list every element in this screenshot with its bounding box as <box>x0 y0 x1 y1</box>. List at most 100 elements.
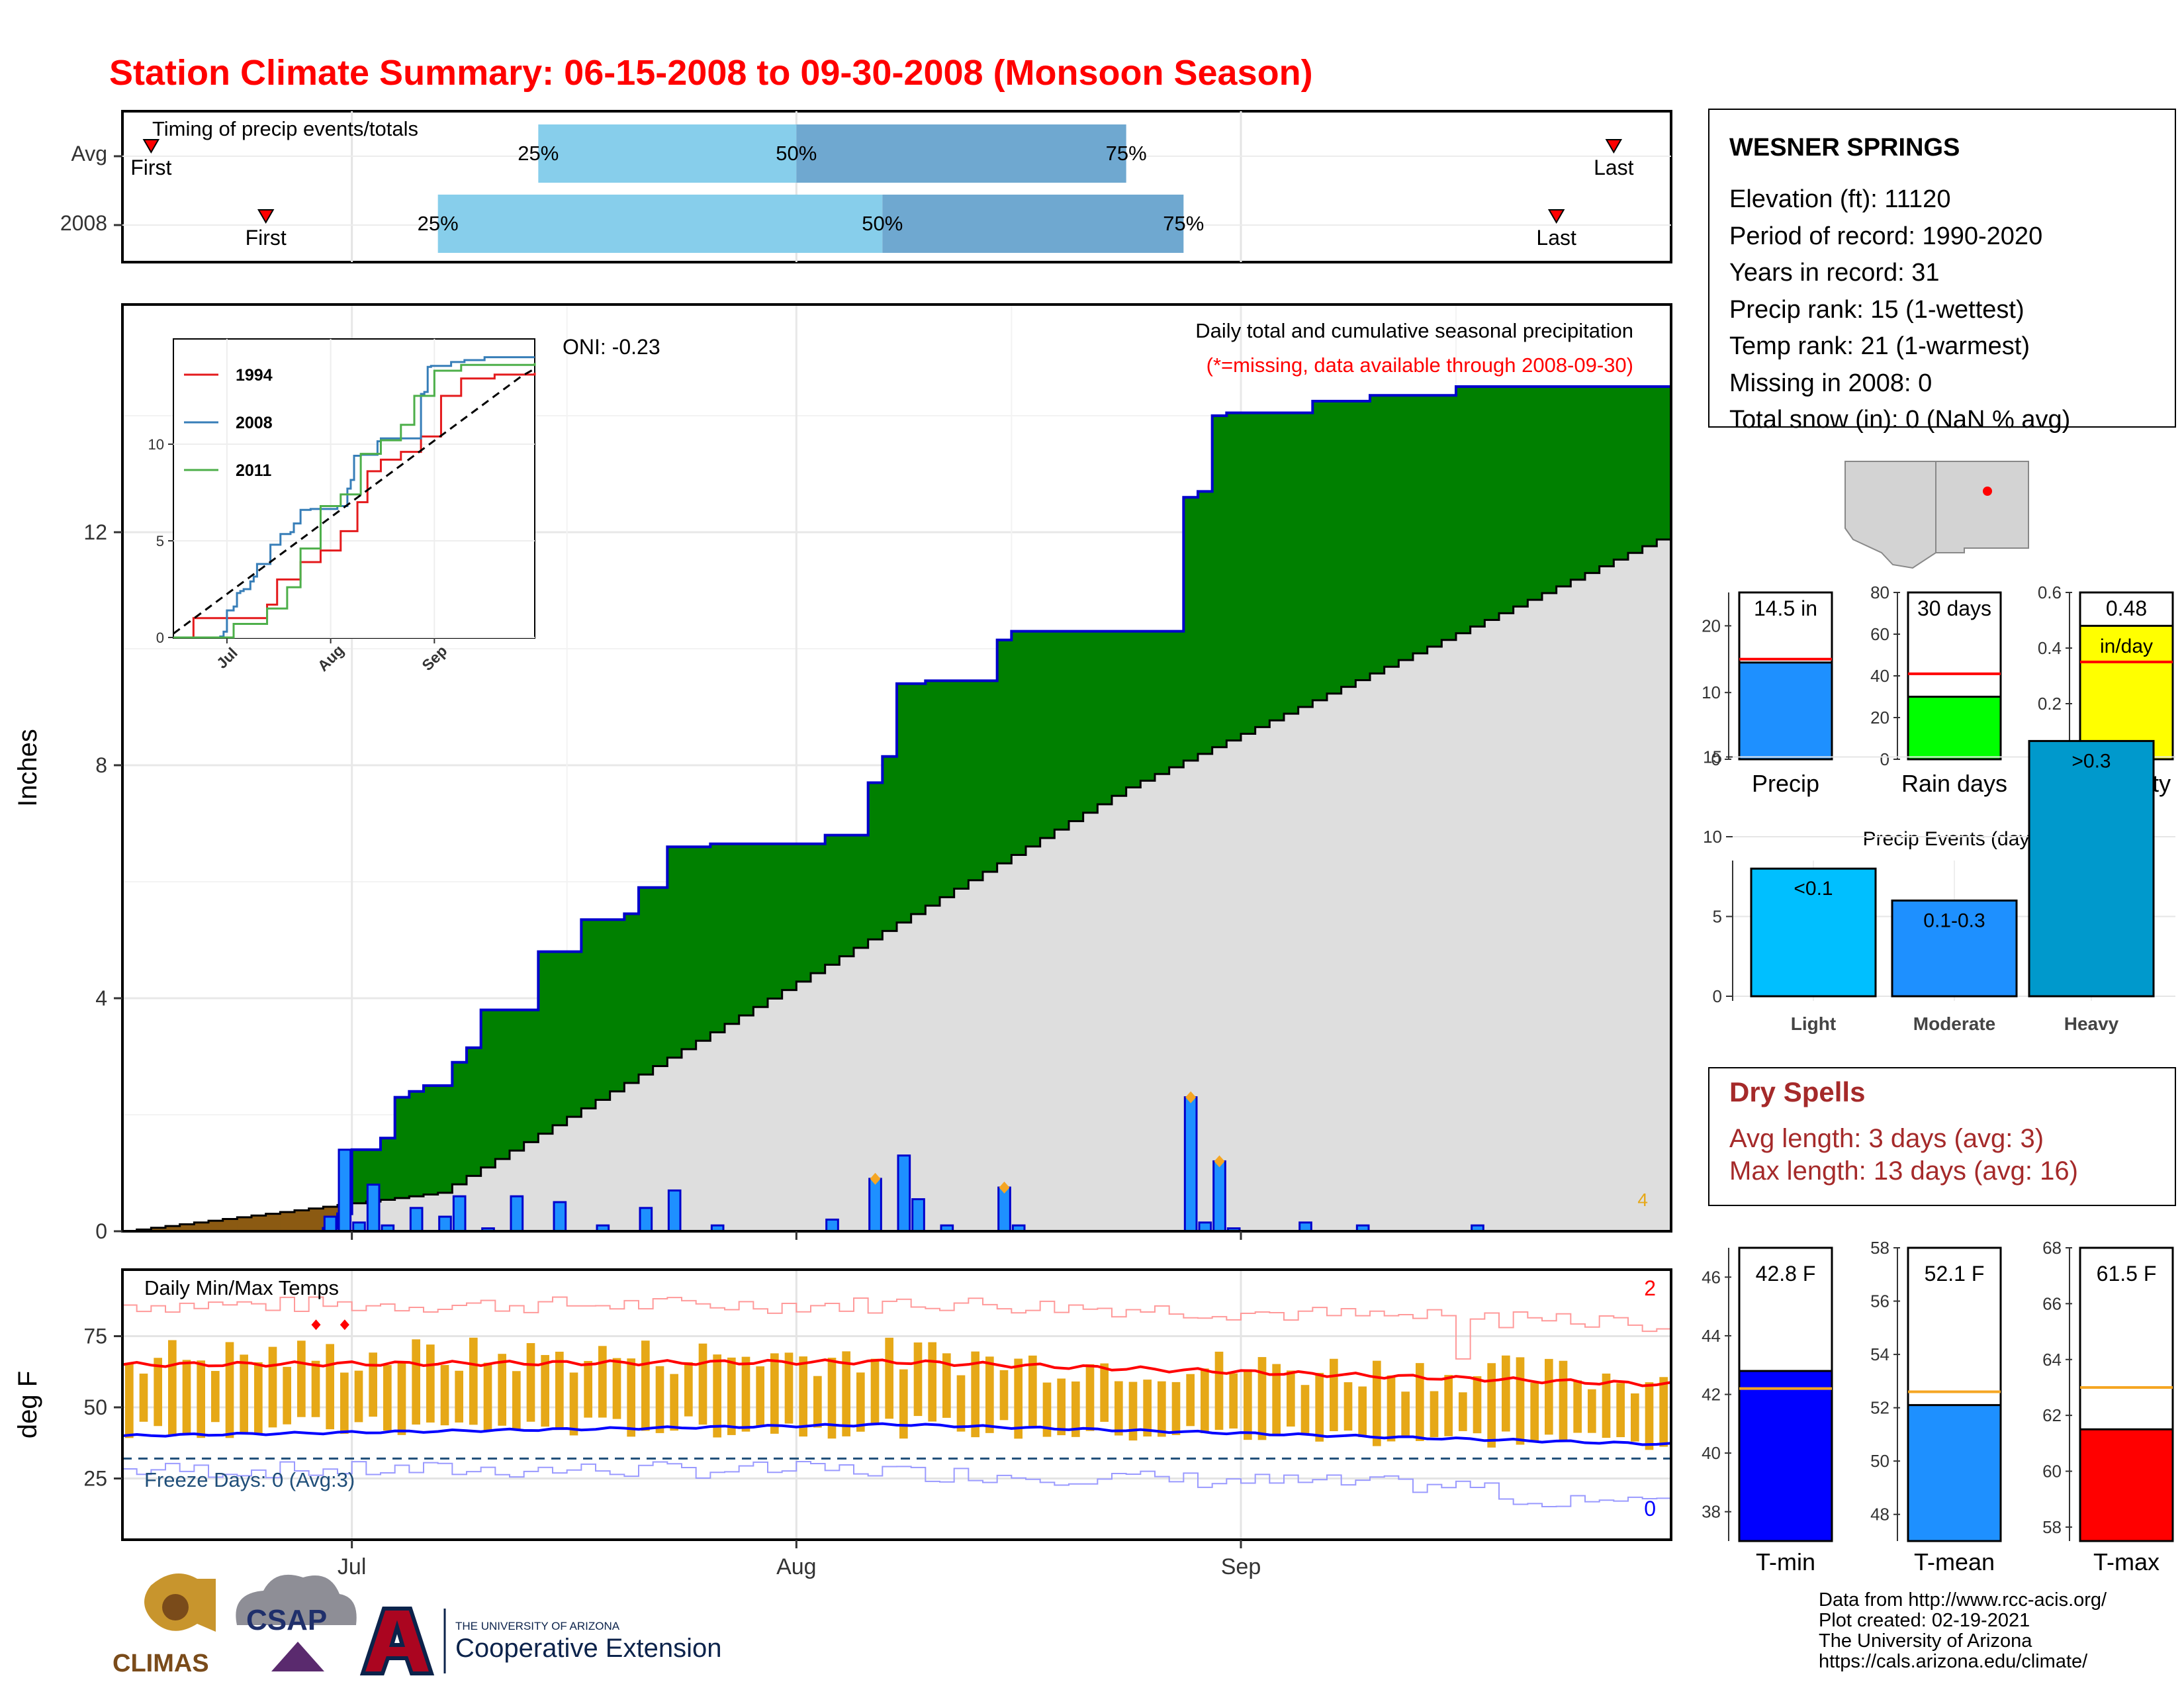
below-avg-segment <box>237 1217 252 1231</box>
summary-y-tick-label: 0.4 <box>2038 638 2062 658</box>
daily-temp-range-bar <box>1115 1381 1123 1436</box>
pct-label-75: 75% <box>1163 212 1204 235</box>
timing-row-label-avg: Avg <box>71 142 107 165</box>
avg-cumulative-area <box>122 532 1671 1231</box>
summary-y-tick-label: 56 <box>1870 1291 1889 1311</box>
daily-temp-range-bar <box>483 1362 492 1431</box>
daily-temp-range-bar <box>784 1352 794 1424</box>
climas-logo-text: CLIMAS <box>113 1650 209 1677</box>
summary-value-label: 30 days <box>1917 596 1991 620</box>
footer-line-4: https://cals.arizona.edu/climate/ <box>1819 1651 2088 1672</box>
precip-corner-value: 4 <box>1637 1190 1648 1210</box>
station-info-box: WESNER SPRINGS Elevation (ft): 11120 Per… <box>1708 109 2176 434</box>
above-avg-segment <box>1269 412 1285 721</box>
temp-y-tick-label: 25 <box>83 1467 107 1491</box>
daily-temp-range-bar <box>326 1344 334 1430</box>
above-avg-segment <box>839 835 854 957</box>
precip-label-line2: (*=missing, data available through 2008-… <box>1206 353 1633 377</box>
station-name: WESNER SPRINGS <box>1729 134 1960 162</box>
summary-value-unit: in/day <box>2100 635 2153 657</box>
dry-spells-frame <box>1708 1067 2176 1206</box>
above-avg-segment <box>394 1097 410 1198</box>
climas-emblem-center <box>162 1594 189 1620</box>
above-avg-segment <box>1456 387 1471 633</box>
min-record-count: 0 <box>1644 1497 1656 1521</box>
above-avg-segment <box>610 919 625 1092</box>
summary-value-bar <box>1738 661 1833 761</box>
above-avg-segment <box>1484 387 1500 620</box>
above-avg-segment <box>1112 631 1127 796</box>
daily-temp-range-bar <box>1257 1357 1267 1440</box>
daily-temp-range-bar <box>240 1354 248 1432</box>
daily-precip-bar <box>1212 1160 1226 1233</box>
daily-temp-range-bar <box>1616 1383 1625 1438</box>
first-event-label: First <box>246 226 287 250</box>
daily-temp-range-bar <box>526 1342 535 1422</box>
temp-y-tick-label: 75 <box>83 1325 107 1348</box>
summary-y-tick-label: 68 <box>2042 1238 2062 1258</box>
daily-precip-bar <box>323 1215 338 1233</box>
above-avg-segment <box>925 680 940 906</box>
daily-temp-range-bar <box>842 1351 850 1436</box>
above-avg-segment <box>667 847 682 1058</box>
daily-precip-bar <box>438 1215 452 1233</box>
daily-temp-range-bar <box>498 1354 506 1426</box>
below-avg-segment <box>308 1208 324 1231</box>
timing-row-label-2008: 2008 <box>60 211 107 235</box>
normal-max-line <box>122 1358 1672 1387</box>
inset-series-2011 <box>173 363 536 639</box>
summary-y-tick-label: 0.6 <box>2038 583 2062 602</box>
daily-precip-bar <box>825 1218 839 1233</box>
above-avg-segment <box>811 843 826 974</box>
above-avg-segment <box>653 887 668 1066</box>
summary-category-label: T-max <box>2093 1548 2160 1575</box>
daily-temp-range-bar <box>182 1360 191 1434</box>
daily-precip-bar <box>338 1149 352 1233</box>
legend-label-2008: 2008 <box>236 414 273 432</box>
below-avg-segment <box>280 1211 295 1231</box>
below-avg-segment <box>179 1224 195 1231</box>
above-avg-segment <box>897 683 912 923</box>
events-y-tick-label: 5 <box>1713 907 1722 927</box>
logo-csap: CSAP <box>236 1574 357 1671</box>
above-avg-segment <box>1341 401 1356 687</box>
daily-temp-range-bar <box>1201 1368 1209 1433</box>
above-avg-segment <box>1140 631 1156 781</box>
precip-y-tick-label: 12 <box>83 520 107 544</box>
legend-label-2011: 2011 <box>236 461 271 480</box>
daily-temp-range-bar <box>469 1337 478 1425</box>
above-avg-segment <box>538 951 553 1134</box>
above-avg-segment <box>409 1091 424 1197</box>
station-location-dot <box>1983 487 1992 496</box>
above-avg-segment <box>1054 631 1069 830</box>
locator-map <box>1844 461 2029 569</box>
dry-spells-title: Dry Spells <box>1729 1076 1865 1107</box>
above-avg-segment <box>1011 631 1026 855</box>
daily-temp-range-bar <box>1444 1375 1453 1436</box>
pct-label-25: 25% <box>518 142 559 165</box>
timing-box-upper <box>796 124 1126 183</box>
summary-category-label: Rain days <box>1901 770 2007 797</box>
above-avg-segment <box>381 1138 396 1200</box>
above-avg-segment <box>1542 387 1557 593</box>
normal-min-line <box>122 1422 1672 1446</box>
summary-category-label: T-min <box>1756 1548 1815 1575</box>
above-avg-segment <box>581 919 596 1109</box>
below-avg-segment <box>194 1222 209 1231</box>
daily-precip-bar <box>911 1198 925 1233</box>
summary-y-tick-label: 60 <box>2042 1462 2062 1481</box>
daily-temp-range-bar <box>1416 1363 1424 1441</box>
daily-temp-range-bar <box>541 1354 549 1427</box>
summary-y-tick-label: 66 <box>2042 1293 2062 1313</box>
above-avg-segment <box>940 680 955 898</box>
daily-temp-range-bar <box>1602 1374 1611 1438</box>
summary-value-bar <box>1907 1404 2002 1542</box>
daily-temp-range-bar <box>641 1340 650 1431</box>
timing-box-lower <box>437 195 883 253</box>
daily-temp-range-bar <box>885 1337 893 1419</box>
above-avg-segment <box>1069 631 1084 821</box>
daily-temp-range-bar <box>1143 1380 1152 1437</box>
daily-temp-range-bar <box>684 1362 693 1417</box>
daily-temp-range-bar <box>1559 1360 1568 1442</box>
below-avg-segment <box>165 1226 181 1231</box>
